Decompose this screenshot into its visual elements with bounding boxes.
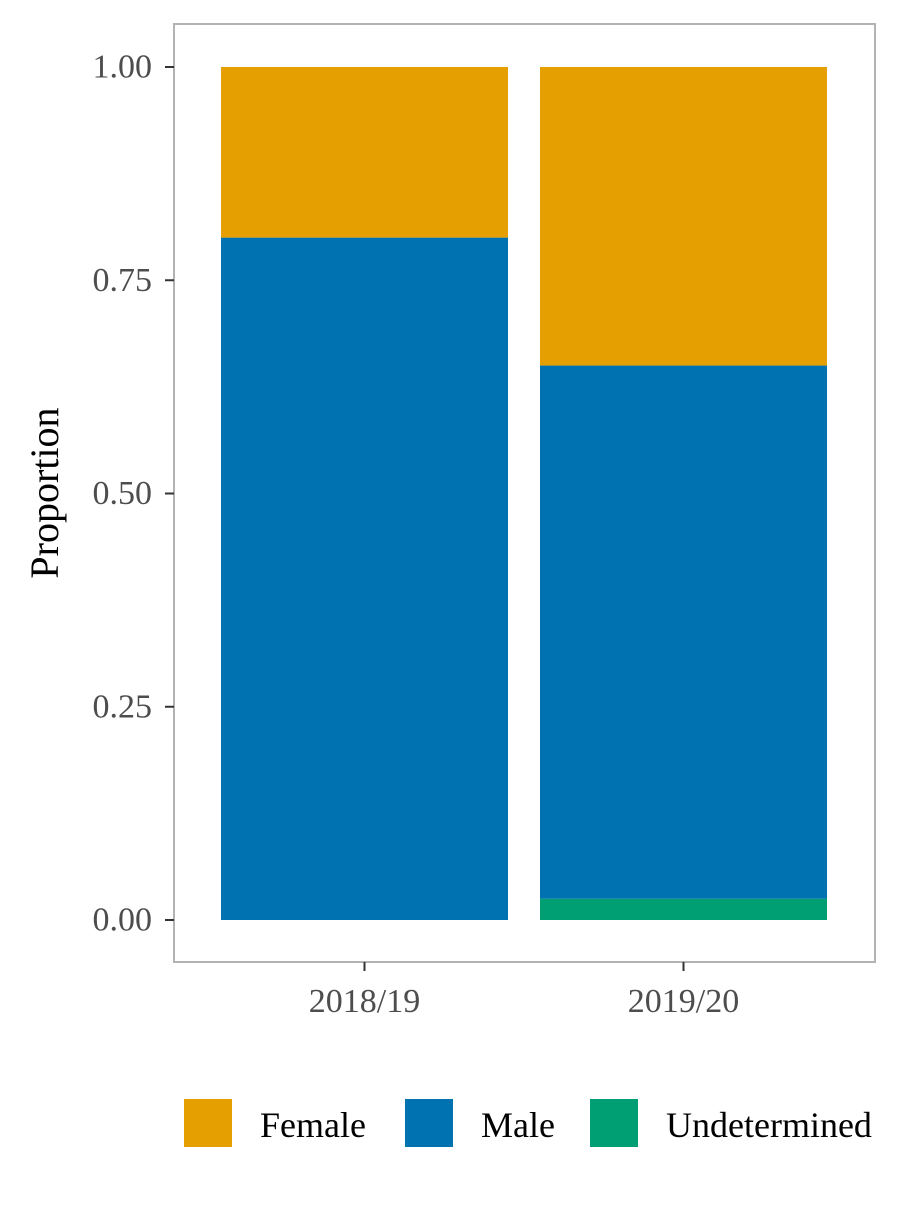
x-tick-label: 2019/20	[628, 983, 739, 1020]
legend: Female Male Undetermined	[184, 1099, 872, 1147]
y-tick-label: 0.00	[93, 902, 153, 939]
legend-label-female: Female	[260, 1105, 366, 1145]
y-axis: 0.00 0.25 0.50 0.75 1.00	[93, 49, 174, 939]
legend-swatch-undetermined	[590, 1099, 638, 1147]
bars-layer	[221, 67, 827, 921]
y-tick-label: 0.25	[93, 688, 153, 725]
legend-swatch-male	[405, 1099, 453, 1147]
bar-male-2018-19	[221, 237, 508, 921]
y-tick-label: 0.75	[93, 262, 153, 299]
bar-female-2018-19	[221, 67, 508, 238]
legend-label-undetermined: Undetermined	[666, 1105, 872, 1145]
x-axis: 2018/19 2019/20	[309, 962, 739, 1020]
bar-female-2019-20	[540, 67, 827, 366]
x-tick-label: 2018/19	[309, 983, 420, 1020]
bar-undetermined-2019-20	[540, 898, 827, 920]
y-tick-label: 1.00	[93, 49, 153, 86]
bar-male-2019-20	[540, 365, 827, 899]
legend-label-male: Male	[481, 1105, 555, 1145]
y-axis-title: Proportion	[22, 407, 67, 578]
legend-swatch-female	[184, 1099, 232, 1147]
y-tick-label: 0.50	[93, 475, 153, 512]
